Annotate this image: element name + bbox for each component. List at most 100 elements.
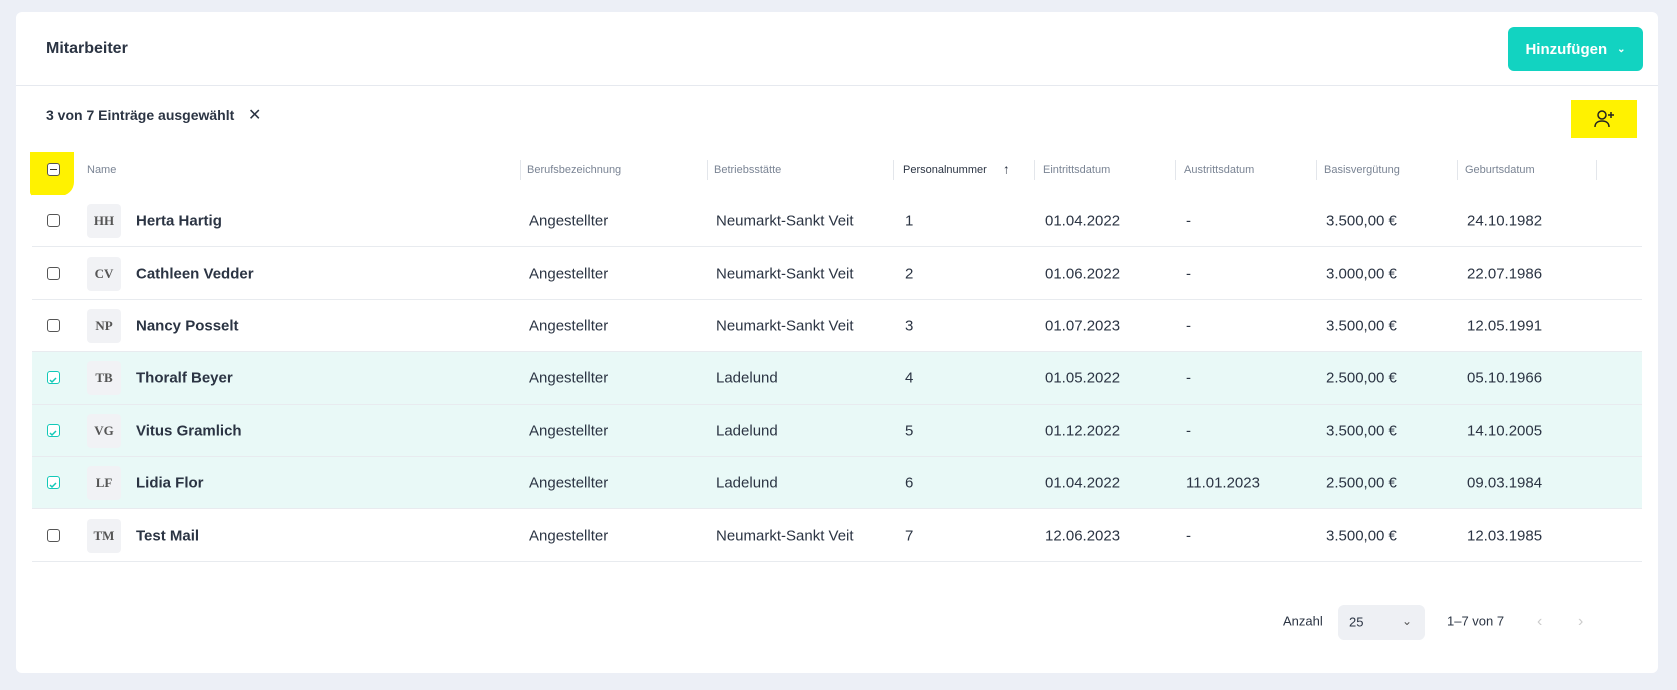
cell: 05.10.1966 — [1467, 369, 1543, 387]
employee-name: Lidia Flor — [136, 474, 204, 492]
column-header[interactable]: Personalnummer — [903, 164, 987, 176]
add-button[interactable]: Hinzufügen ⌄ — [1508, 27, 1643, 71]
cell: 01.05.2022 — [1045, 369, 1121, 387]
row-checkbox[interactable] — [47, 423, 60, 437]
dropdown-arrow: ⌄ — [1402, 614, 1413, 628]
cell: 01.04.2022 — [1045, 212, 1121, 230]
cell: Angestellter — [529, 422, 609, 440]
selection-text: 3 von 7 Einträge ausgewählt — [46, 107, 235, 123]
select-all-checkbox[interactable] — [47, 163, 60, 176]
employee-name: Cathleen Vedder — [136, 265, 254, 283]
table-row[interactable] — [32, 457, 1642, 510]
table-row[interactable] — [32, 195, 1642, 248]
column-separator — [893, 160, 894, 180]
cell: 2 — [905, 265, 914, 283]
page-range: 1–7 von 7 — [1447, 613, 1505, 629]
cell: Neumarkt-Sankt Veit — [716, 527, 854, 545]
cell: Angestellter — [529, 265, 609, 283]
cell: 6 — [905, 474, 914, 492]
cell: 2.500,00 € — [1326, 474, 1397, 492]
column-separator — [1596, 160, 1597, 180]
cell: 01.04.2022 — [1045, 474, 1121, 492]
row-checkbox[interactable] — [47, 214, 60, 228]
cell: 01.07.2023 — [1045, 317, 1121, 335]
cell: Angestellter — [529, 474, 609, 492]
column-header[interactable]: Betriebsstätte — [714, 164, 782, 176]
column-separator — [1316, 160, 1317, 180]
cell: 12.05.1991 — [1467, 317, 1543, 335]
table-row[interactable] — [32, 247, 1642, 300]
cell: 1 — [905, 212, 914, 230]
page-title: Mitarbeiter — [46, 40, 128, 57]
column-header[interactable]: Eintrittsdatum — [1043, 164, 1111, 176]
page-size-value[interactable]: 25 — [1349, 614, 1364, 630]
check — [49, 377, 57, 384]
cell: 09.03.1984 — [1467, 474, 1543, 492]
cell: Neumarkt-Sankt Veit — [716, 317, 854, 335]
employee-name: Thoralf Beyer — [136, 369, 233, 387]
table-row[interactable] — [32, 352, 1642, 405]
avatar: TB — [87, 361, 121, 396]
row-checkbox[interactable] — [47, 371, 60, 385]
cell: 3.500,00 € — [1326, 212, 1397, 230]
cell: - — [1186, 369, 1191, 387]
cell: Angestellter — [529, 317, 609, 335]
cell: - — [1186, 422, 1191, 440]
avatar: NP — [87, 309, 121, 343]
column-header[interactable]: Name — [87, 164, 117, 176]
user-plus — [1594, 110, 1614, 128]
cell: Angestellter — [529, 369, 609, 387]
cell: 12.06.2023 — [1045, 527, 1121, 545]
column-separator — [520, 160, 521, 180]
prev-page[interactable]: ‹ — [1537, 613, 1543, 630]
column-header[interactable]: Berufsbezeichnung — [527, 164, 622, 176]
cell: 11.01.2023 — [1186, 474, 1260, 492]
column-header[interactable]: Austrittsdatum — [1184, 164, 1255, 176]
cell: - — [1186, 527, 1191, 545]
add-user-icon[interactable] — [1571, 100, 1637, 138]
table-row[interactable] — [32, 509, 1642, 562]
column-header[interactable]: Basisvergütung — [1324, 164, 1400, 176]
row-checkbox[interactable] — [47, 266, 60, 280]
add-button-label[interactable]: Hinzufügen — [1525, 40, 1608, 58]
avatar: TM — [87, 518, 121, 553]
cell: 14.10.2005 — [1467, 422, 1543, 440]
row-checkbox[interactable] — [47, 319, 60, 332]
page-size-label: Anzahl — [1283, 613, 1323, 629]
row-checkbox[interactable] — [47, 528, 60, 542]
cell: 22.07.1986 — [1467, 265, 1543, 283]
cell: Ladelund — [716, 474, 778, 492]
next-page[interactable]: › — [1578, 613, 1584, 630]
cell: 2.500,00 € — [1326, 369, 1397, 387]
avatar: LF — [87, 466, 121, 501]
cell: 3.500,00 € — [1326, 317, 1397, 335]
table-row[interactable] — [32, 299, 1642, 353]
cell: 01.06.2022 — [1045, 265, 1121, 283]
cell: Neumarkt-Sankt Veit — [716, 265, 854, 283]
cell: 3.500,00 € — [1326, 422, 1397, 440]
employee-name: Nancy Posselt — [136, 317, 239, 335]
cell: 24.10.1982 — [1467, 212, 1543, 230]
cell: 12.03.1985 — [1467, 527, 1543, 545]
employee-name: Herta Hartig — [136, 212, 222, 230]
table-row[interactable] — [32, 404, 1642, 457]
employee-name: Vitus Gramlich — [136, 422, 242, 440]
cell: Ladelund — [716, 422, 778, 440]
page-size-select[interactable] — [1338, 605, 1425, 640]
avatar: HH — [87, 204, 121, 239]
column-header[interactable]: Geburtsdatum — [1465, 164, 1535, 176]
cell: 01.12.2022 — [1045, 422, 1121, 440]
cell: 4 — [905, 369, 914, 387]
divider — [16, 85, 1658, 86]
column-separator — [707, 160, 708, 180]
column-separator — [1034, 160, 1035, 180]
check — [49, 482, 57, 489]
check — [49, 430, 57, 436]
cell: Ladelund — [716, 369, 778, 387]
cell: 5 — [905, 422, 914, 440]
sort-icon: ↑ — [1003, 161, 1010, 177]
clear-selection[interactable]: ✕ — [248, 107, 262, 124]
row-checkbox[interactable] — [47, 476, 60, 490]
column-separator — [1457, 160, 1458, 180]
